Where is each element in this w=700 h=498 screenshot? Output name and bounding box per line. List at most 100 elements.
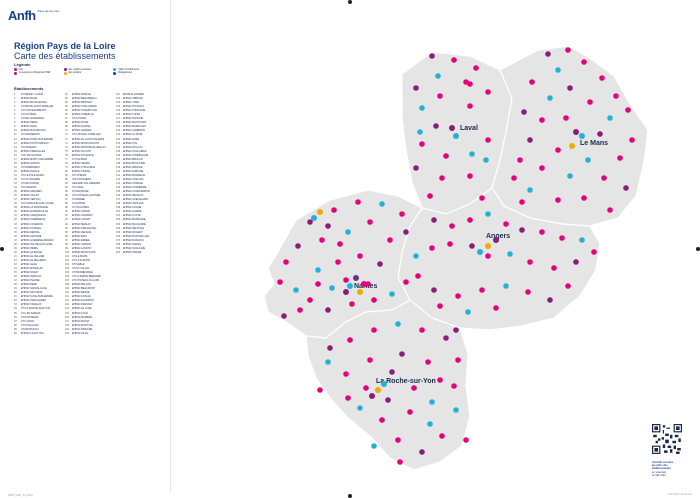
establishment-marker[interactable] <box>399 351 405 357</box>
establishment-marker[interactable] <box>467 81 473 87</box>
establishment-marker[interactable] <box>579 133 585 139</box>
establishment-marker[interactable] <box>547 297 553 303</box>
establishment-marker[interactable] <box>617 155 623 161</box>
establishment-marker[interactable] <box>315 281 321 287</box>
establishment-marker[interactable] <box>479 287 485 293</box>
establishment-marker[interactable] <box>335 259 341 265</box>
establishment-marker[interactable] <box>545 51 551 57</box>
establishment-marker[interactable] <box>343 289 349 295</box>
establishment-marker[interactable] <box>345 229 351 235</box>
establishment-marker[interactable] <box>387 237 393 243</box>
establishment-marker[interactable] <box>485 89 491 95</box>
establishment-marker[interactable] <box>573 259 579 265</box>
establishment-marker[interactable] <box>573 129 579 135</box>
establishment-marker[interactable] <box>467 217 473 223</box>
establishment-marker[interactable] <box>345 395 351 401</box>
establishment-marker[interactable] <box>503 283 509 289</box>
establishment-marker[interactable] <box>559 235 565 241</box>
establishment-marker[interactable] <box>311 215 317 221</box>
establishment-marker[interactable] <box>525 289 531 295</box>
establishment-marker[interactable] <box>355 199 361 205</box>
establishment-marker[interactable] <box>429 53 435 59</box>
establishment-marker[interactable] <box>539 229 545 235</box>
establishment-marker[interactable] <box>281 313 287 319</box>
establishment-marker[interactable] <box>317 209 323 215</box>
establishment-marker[interactable] <box>343 371 349 377</box>
establishment-marker[interactable] <box>343 277 349 283</box>
establishment-marker[interactable] <box>325 359 331 365</box>
establishment-marker[interactable] <box>427 421 433 427</box>
establishment-marker[interactable] <box>413 85 419 91</box>
establishment-marker[interactable] <box>437 303 443 309</box>
establishment-marker[interactable] <box>283 259 289 265</box>
establishment-marker[interactable] <box>607 207 613 213</box>
establishment-marker[interactable] <box>357 289 363 295</box>
establishment-marker[interactable] <box>315 267 321 273</box>
establishment-marker[interactable] <box>419 449 425 455</box>
establishment-marker[interactable] <box>395 321 401 327</box>
establishment-marker[interactable] <box>587 99 593 105</box>
establishment-marker[interactable] <box>539 165 545 171</box>
establishment-marker[interactable] <box>317 387 323 393</box>
establishment-marker[interactable] <box>453 327 459 333</box>
establishment-marker[interactable] <box>347 283 353 289</box>
establishment-marker[interactable] <box>293 287 299 293</box>
establishment-marker[interactable] <box>585 157 591 163</box>
establishment-marker[interactable] <box>327 345 333 351</box>
establishment-marker[interactable] <box>527 187 533 193</box>
establishment-marker[interactable] <box>493 305 499 311</box>
establishment-marker[interactable] <box>439 433 445 439</box>
establishment-marker[interactable] <box>629 137 635 143</box>
establishment-marker[interactable] <box>277 279 283 285</box>
establishment-marker[interactable] <box>403 279 409 285</box>
establishment-marker[interactable] <box>307 297 313 303</box>
establishment-marker[interactable] <box>529 79 535 85</box>
establishment-marker[interactable] <box>607 115 613 121</box>
establishment-marker[interactable] <box>623 185 629 191</box>
establishment-marker[interactable] <box>377 261 383 267</box>
establishment-marker[interactable] <box>443 153 449 159</box>
establishment-marker[interactable] <box>579 237 585 243</box>
establishment-marker[interactable] <box>395 437 401 443</box>
establishment-marker[interactable] <box>419 141 425 147</box>
establishment-marker[interactable] <box>389 291 395 297</box>
establishment-marker[interactable] <box>419 327 425 333</box>
establishment-marker[interactable] <box>567 173 573 179</box>
qr-code-icon[interactable] <box>652 424 682 454</box>
establishment-marker[interactable] <box>369 393 375 399</box>
establishment-marker[interactable] <box>581 59 587 65</box>
establishment-marker[interactable] <box>483 157 489 163</box>
establishment-marker[interactable] <box>527 137 533 143</box>
establishment-marker[interactable] <box>431 287 437 293</box>
establishment-marker[interactable] <box>357 405 363 411</box>
establishment-marker[interactable] <box>379 201 385 207</box>
establishment-marker[interactable] <box>443 335 449 341</box>
establishment-marker[interactable] <box>451 57 457 63</box>
establishment-marker[interactable] <box>591 249 597 255</box>
establishment-marker[interactable] <box>381 381 387 387</box>
establishment-marker[interactable] <box>307 219 313 225</box>
establishment-marker[interactable] <box>367 357 373 363</box>
establishment-marker[interactable] <box>569 143 575 149</box>
establishment-marker[interactable] <box>521 109 527 115</box>
establishment-marker[interactable] <box>379 417 385 423</box>
establishment-marker[interactable] <box>581 195 587 201</box>
establishment-marker[interactable] <box>353 275 359 281</box>
establishment-marker[interactable] <box>389 369 395 375</box>
establishment-marker[interactable] <box>565 283 571 289</box>
establishment-marker[interactable] <box>403 229 409 235</box>
establishment-marker[interactable] <box>411 385 417 391</box>
establishment-marker[interactable] <box>485 253 491 259</box>
establishment-marker[interactable] <box>455 357 461 363</box>
establishment-marker[interactable] <box>479 195 485 201</box>
establishment-marker[interactable] <box>613 93 619 99</box>
establishment-marker[interactable] <box>453 133 459 139</box>
establishment-marker[interactable] <box>469 243 475 249</box>
establishment-marker[interactable] <box>625 107 631 113</box>
establishment-marker[interactable] <box>519 227 525 233</box>
establishment-marker[interactable] <box>555 197 561 203</box>
establishment-marker[interactable] <box>297 307 303 313</box>
establishment-marker[interactable] <box>473 65 479 71</box>
establishment-marker[interactable] <box>295 243 301 249</box>
establishment-marker[interactable] <box>597 131 603 137</box>
